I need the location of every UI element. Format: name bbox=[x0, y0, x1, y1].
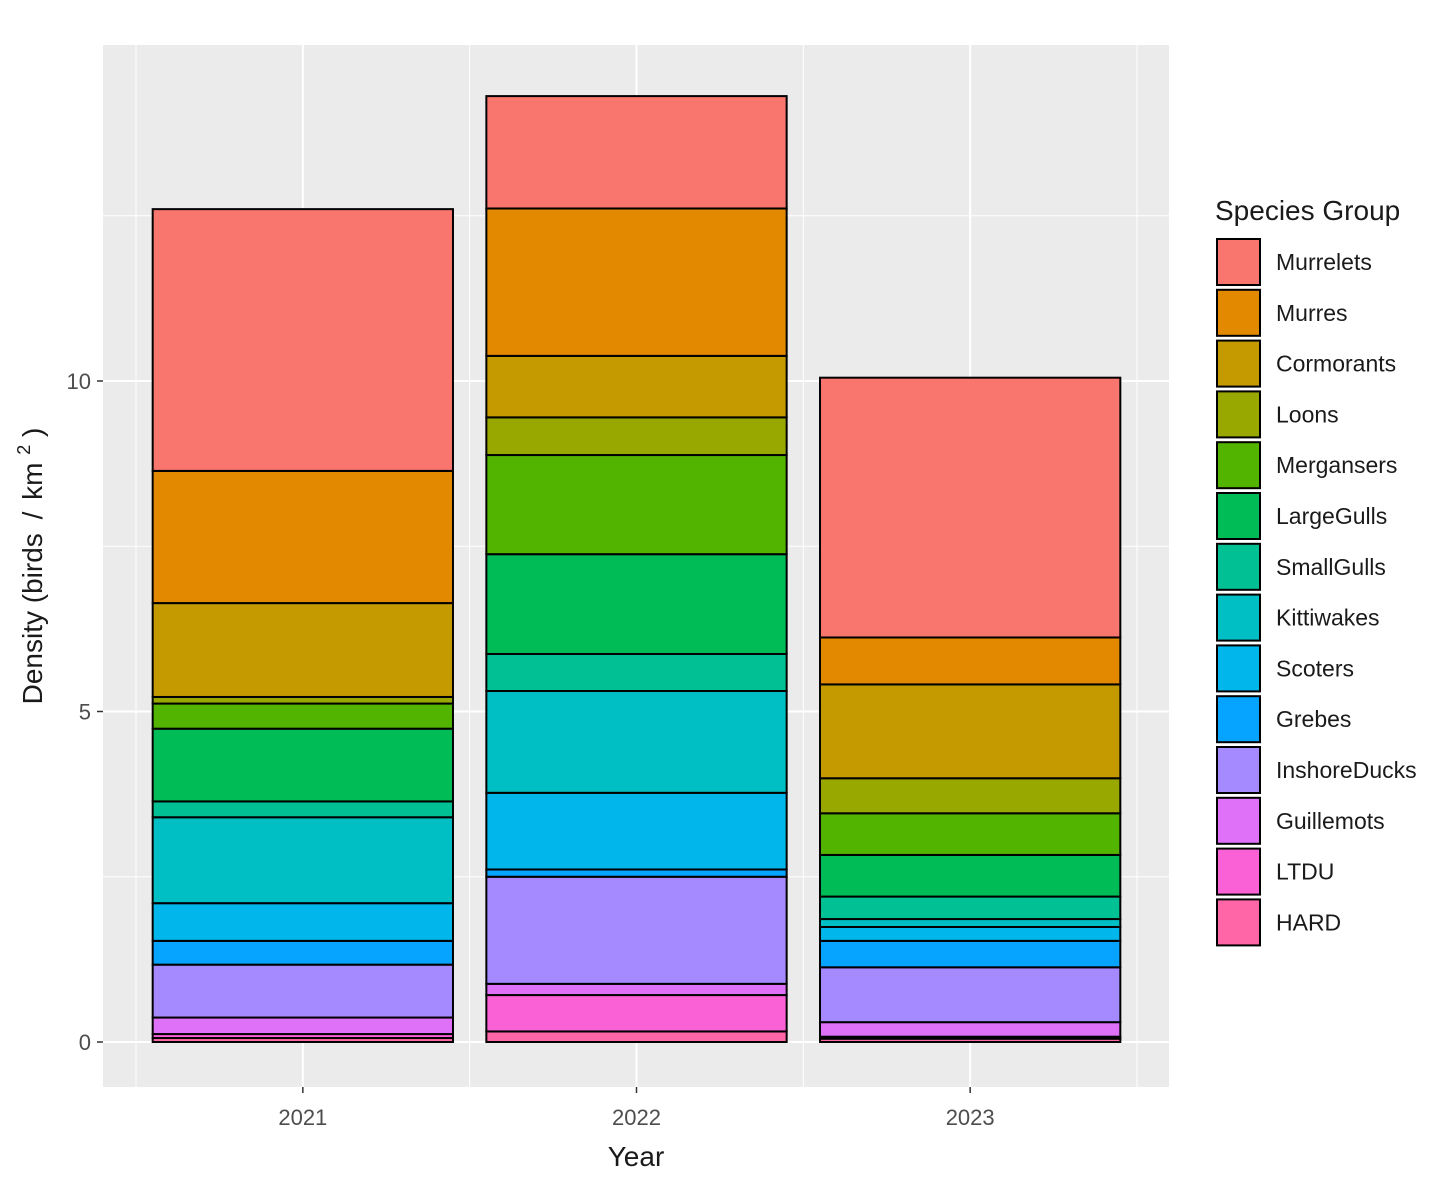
y-axis-title-main: Density (birds bbox=[17, 533, 48, 704]
bar-segment-murrelets-2022 bbox=[485, 95, 788, 210]
bar-segment-murres-2022 bbox=[485, 207, 788, 357]
bar-segment-smallgulls-2021 bbox=[151, 800, 454, 819]
bar-segment-largegulls-2021 bbox=[151, 727, 454, 803]
bar-segment-smallgulls-2022 bbox=[485, 652, 788, 693]
bar-segment-scoters-2022 bbox=[485, 791, 788, 871]
legend-label-mergansers: Mergansers bbox=[1276, 452, 1397, 478]
legend-key-murres bbox=[1216, 288, 1261, 337]
bar-segment-mergansers-2023 bbox=[819, 812, 1122, 856]
bar-segment-kittiwakes-2023 bbox=[819, 918, 1122, 928]
legend-label-loons: Loons bbox=[1276, 401, 1339, 427]
legend-label-cormorants: Cormorants bbox=[1276, 351, 1396, 377]
y-tick-label: 10 bbox=[67, 369, 91, 394]
bar-segment-kittiwakes-2021 bbox=[151, 816, 454, 905]
legend-key-murrelets bbox=[1216, 238, 1261, 286]
bar-segment-murres-2023 bbox=[819, 636, 1122, 686]
legend-label-inshoreducks: InshoreDucks bbox=[1276, 757, 1417, 783]
y-axis-title-unit: km bbox=[17, 463, 48, 500]
bar-segment-inshoreducks-2021 bbox=[151, 963, 454, 1019]
legend-label-largegulls: LargeGulls bbox=[1276, 503, 1387, 529]
bar-segment-mergansers-2021 bbox=[151, 702, 454, 730]
legend-key-cormorants bbox=[1216, 339, 1261, 388]
bar-segment-murres-2021 bbox=[151, 469, 454, 605]
legend-label-smallgulls: SmallGulls bbox=[1276, 554, 1386, 580]
bar-segment-hard-2022 bbox=[485, 1030, 788, 1043]
bars bbox=[151, 95, 1122, 1044]
y-axis-title-close: ) bbox=[17, 428, 48, 437]
bar-segment-cormorants-2022 bbox=[485, 354, 788, 419]
bar-segment-scoters-2021 bbox=[151, 902, 454, 942]
legend-key-guillemots bbox=[1216, 796, 1261, 845]
legend-key-kittiwakes bbox=[1216, 593, 1261, 642]
bar-segment-grebes-2021 bbox=[151, 939, 454, 966]
legend-label-ltdu: LTDU bbox=[1276, 859, 1334, 885]
legend-key-mergansers bbox=[1216, 441, 1261, 490]
legend-key-grebes bbox=[1216, 695, 1261, 744]
bar-segment-ltdu-2022 bbox=[485, 994, 788, 1033]
x-tick-label: 2023 bbox=[946, 1105, 995, 1130]
bar-segment-cormorants-2021 bbox=[151, 602, 454, 698]
legend-label-hard: HARD bbox=[1276, 909, 1341, 935]
bar-segment-guillemots-2023 bbox=[819, 1021, 1122, 1038]
legend-title: Species Group bbox=[1215, 195, 1400, 226]
x-tick-label: 2022 bbox=[612, 1105, 661, 1130]
legend-key-ltdu bbox=[1216, 847, 1261, 896]
legend: Murrelets Murres Cormorants Loons Mergansers… bbox=[1216, 238, 1417, 947]
bar-segment-loons-2023 bbox=[819, 777, 1122, 815]
legend-key-loons bbox=[1216, 390, 1261, 439]
y-axis-title-sup: 2 bbox=[14, 445, 34, 455]
bar-segment-murrelets-2023 bbox=[819, 376, 1122, 639]
bar-segment-mergansers-2022 bbox=[485, 454, 788, 556]
legend-key-inshoreducks bbox=[1216, 746, 1261, 794]
legend-key-hard bbox=[1216, 898, 1261, 947]
bar-segment-guillemots-2021 bbox=[151, 1016, 454, 1036]
legend-label-murres: Murres bbox=[1276, 300, 1348, 326]
bar-segment-guillemots-2022 bbox=[485, 982, 788, 997]
bar-segment-inshoreducks-2023 bbox=[819, 966, 1122, 1024]
legend-label-kittiwakes: Kittiwakes bbox=[1276, 605, 1380, 631]
bar-segment-smallgulls-2023 bbox=[819, 895, 1122, 921]
bar-segment-grebes-2023 bbox=[819, 939, 1122, 969]
bar-segment-murrelets-2021 bbox=[151, 208, 454, 472]
legend-key-scoters bbox=[1216, 644, 1261, 693]
bar-segment-largegulls-2022 bbox=[485, 553, 788, 655]
y-axis-title: Density (birds / km 2 ) bbox=[5, 428, 48, 705]
bar-segment-grebes-2022 bbox=[485, 868, 788, 878]
legend-label-murrelets: Murrelets bbox=[1276, 249, 1372, 275]
bar-segment-inshoreducks-2022 bbox=[485, 875, 788, 985]
x-tick-label: 2021 bbox=[278, 1105, 327, 1130]
legend-key-smallgulls bbox=[1216, 542, 1261, 591]
legend-label-guillemots: Guillemots bbox=[1276, 808, 1385, 834]
bar-segment-loons-2022 bbox=[485, 416, 788, 457]
legend-key-largegulls bbox=[1216, 492, 1261, 540]
legend-label-grebes: Grebes bbox=[1276, 706, 1351, 732]
y-tick-label: 0 bbox=[79, 1030, 91, 1055]
x-axis-title: Year bbox=[608, 1141, 665, 1172]
y-tick-label: 5 bbox=[79, 700, 91, 725]
y-axis-title-sep: / bbox=[17, 511, 48, 519]
bar-segment-cormorants-2023 bbox=[819, 683, 1122, 780]
axis-ticks: 0 5 10 2021 2022 2023 bbox=[67, 369, 995, 1130]
bar-segment-kittiwakes-2022 bbox=[485, 690, 788, 794]
legend-label-scoters: Scoters bbox=[1276, 655, 1354, 681]
bar-segment-scoters-2023 bbox=[819, 925, 1122, 942]
bar-segment-largegulls-2023 bbox=[819, 853, 1122, 898]
